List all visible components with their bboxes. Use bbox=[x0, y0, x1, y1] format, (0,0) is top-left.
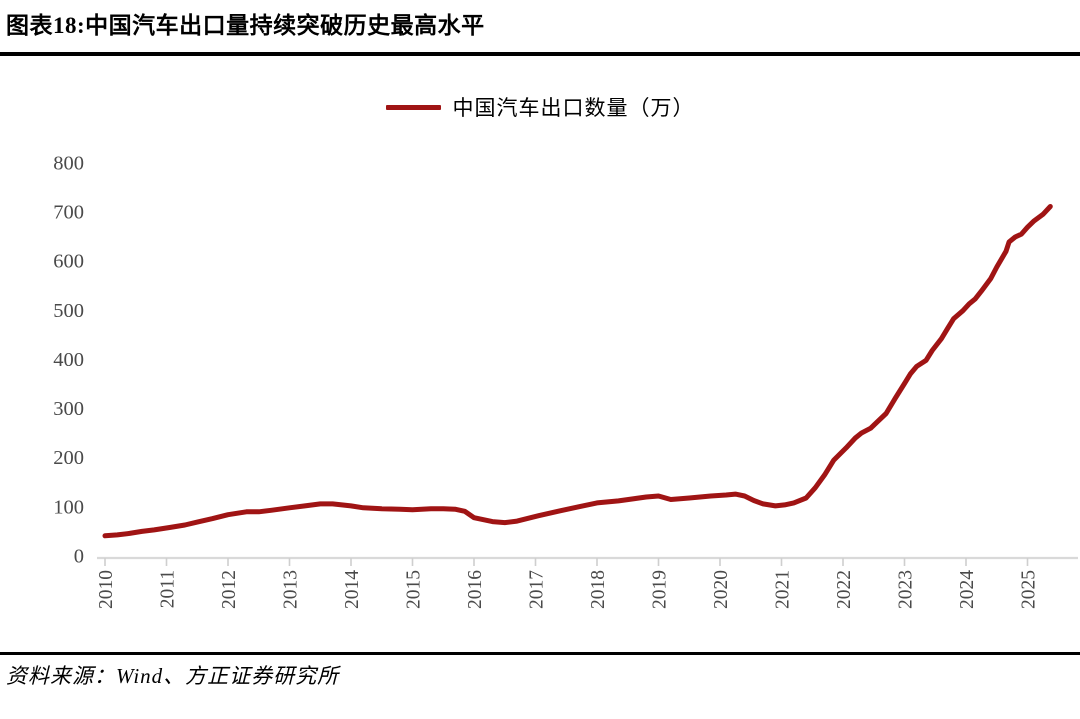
y-axis-tick-label: 400 bbox=[53, 349, 84, 371]
y-axis-tick-label: 800 bbox=[53, 152, 84, 174]
footer-divider bbox=[0, 652, 1080, 655]
x-axis-tick-label: 2020 bbox=[711, 570, 732, 609]
chart-legend: 中国汽车出口数量（万） bbox=[0, 92, 1080, 122]
x-axis-tick-label: 2024 bbox=[957, 570, 978, 609]
y-axis-tick-label: 0 bbox=[74, 546, 84, 568]
title-divider bbox=[0, 52, 1080, 56]
x-axis-tick-label: 2016 bbox=[465, 570, 486, 609]
y-axis-tick-label: 700 bbox=[53, 201, 84, 223]
x-axis-tick-label: 2015 bbox=[404, 570, 425, 609]
figure-title: 图表18:中国汽车出口量持续突破历史最高水平 bbox=[6, 13, 485, 38]
x-axis-tick-label: 2018 bbox=[588, 570, 609, 609]
line-chart: 0 100 200 300 400 500 600 700 800 2010 2011 2012 201… bbox=[0, 130, 1080, 650]
x-axis-tick-label: 2013 bbox=[281, 570, 302, 609]
source-note: 资料来源：Wind、方正证券研究所 bbox=[6, 664, 340, 688]
y-axis-tick-label: 500 bbox=[53, 300, 84, 322]
x-axis-tick-label: 2014 bbox=[342, 570, 363, 609]
chart-canvas: 0 100 200 300 400 500 600 700 800 2010 2011 2012 201… bbox=[53, 152, 1078, 609]
x-axis-tick-label: 2010 bbox=[96, 570, 117, 609]
legend-line-swatch bbox=[385, 104, 441, 110]
y-axis-tick-label: 300 bbox=[53, 398, 84, 420]
legend-label: 中国汽车出口数量（万） bbox=[452, 96, 695, 120]
y-axis-tick-label: 200 bbox=[53, 447, 84, 469]
y-axis-tick-label: 100 bbox=[53, 496, 84, 518]
x-axis-tick-label: 2017 bbox=[527, 570, 548, 609]
x-axis-tick-label: 2011 bbox=[158, 570, 179, 608]
x-axis-tick-label: 2025 bbox=[1019, 570, 1040, 609]
x-axis-tick-label: 2012 bbox=[219, 570, 240, 609]
x-axis-tick-label: 2021 bbox=[773, 570, 794, 609]
x-axis-tick-label: 2023 bbox=[896, 570, 917, 609]
y-axis-tick-label: 600 bbox=[53, 251, 84, 273]
x-axis-tick-label: 2019 bbox=[650, 570, 671, 609]
series-line bbox=[102, 204, 1053, 539]
x-axis-tick-label: 2022 bbox=[834, 570, 855, 609]
